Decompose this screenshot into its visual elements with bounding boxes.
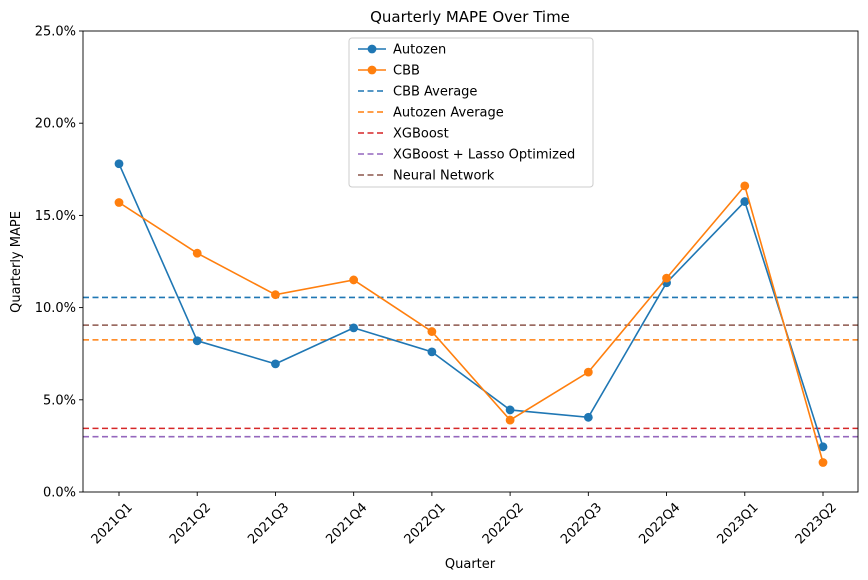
series-1-point-9 <box>818 458 828 467</box>
x-tick-label-0: 2021Q1 <box>89 500 136 547</box>
series-1-point-1 <box>192 248 202 258</box>
series-1-point-8 <box>740 181 750 191</box>
y-axis-label: Quarterly MAPE <box>9 211 24 313</box>
series-0-point-0 <box>114 159 124 169</box>
legend: Autozen CBB CBB Average Autozen Average XGBo… <box>348 37 594 188</box>
legend-label-4: XGBoost <box>393 127 449 142</box>
x-tick-label-3: 2021Q4 <box>323 500 370 547</box>
x-tick-label-2: 2021Q3 <box>245 500 292 547</box>
legend-label-3: Autozen Average <box>393 106 504 121</box>
y-tick-label-1: 5.0% <box>43 393 76 408</box>
series-1-point-7 <box>662 273 671 283</box>
x-axis-label: Quarter <box>445 557 496 572</box>
x-tick-label-5: 2022Q2 <box>480 500 527 547</box>
series-1-point-5 <box>505 415 515 425</box>
legend-label-5: XGBoost + Lasso Optimized <box>393 148 575 163</box>
x-tick-label-1: 2021Q2 <box>167 500 214 547</box>
chart-title: Quarterly MAPE Over Time <box>370 8 570 26</box>
series-line-0 <box>118 163 824 448</box>
y-tick-label-4: 20.0% <box>35 117 76 132</box>
legend-label-2: CBB Average <box>393 85 477 100</box>
y-tick-label-5: 25.0% <box>35 25 76 40</box>
y-tick-label-0: 0.0% <box>43 486 76 501</box>
series-0-point-4 <box>427 347 437 357</box>
series-0-point-1 <box>192 336 202 346</box>
x-tick-label-8: 2023Q1 <box>715 500 762 547</box>
series-0-point-6 <box>583 412 593 422</box>
series-1-point-3 <box>349 275 359 285</box>
y-tick-label-3: 15.0% <box>35 209 76 224</box>
legend-label-6: Neural Network <box>393 169 495 184</box>
series-0-point-3 <box>349 323 359 333</box>
series-1-point-4 <box>427 327 437 336</box>
series-0-point-9 <box>818 442 828 452</box>
axes-frame <box>82 30 859 493</box>
series-1-point-2 <box>271 290 280 300</box>
legend-marker-0 <box>367 44 377 54</box>
legend-box <box>348 37 594 188</box>
legend-label-0: Autozen <box>393 43 446 58</box>
x-tick-label-9: 2023Q2 <box>793 500 840 547</box>
series-0-point-5 <box>505 405 515 415</box>
y-tick-label-2: 10.0% <box>35 301 76 316</box>
series-0-point-2 <box>271 359 280 369</box>
x-tick-label-4: 2022Q1 <box>402 500 449 547</box>
series-1-point-0 <box>114 198 124 207</box>
x-tick-label-7: 2022Q4 <box>636 500 683 547</box>
series-line-1 <box>118 184 824 463</box>
series-1-point-6 <box>583 367 593 377</box>
x-tick-label-6: 2022Q3 <box>558 500 605 547</box>
series-0-point-8 <box>740 197 750 206</box>
legend-label-1: CBB <box>393 64 420 79</box>
legend-marker-1 <box>367 65 377 75</box>
